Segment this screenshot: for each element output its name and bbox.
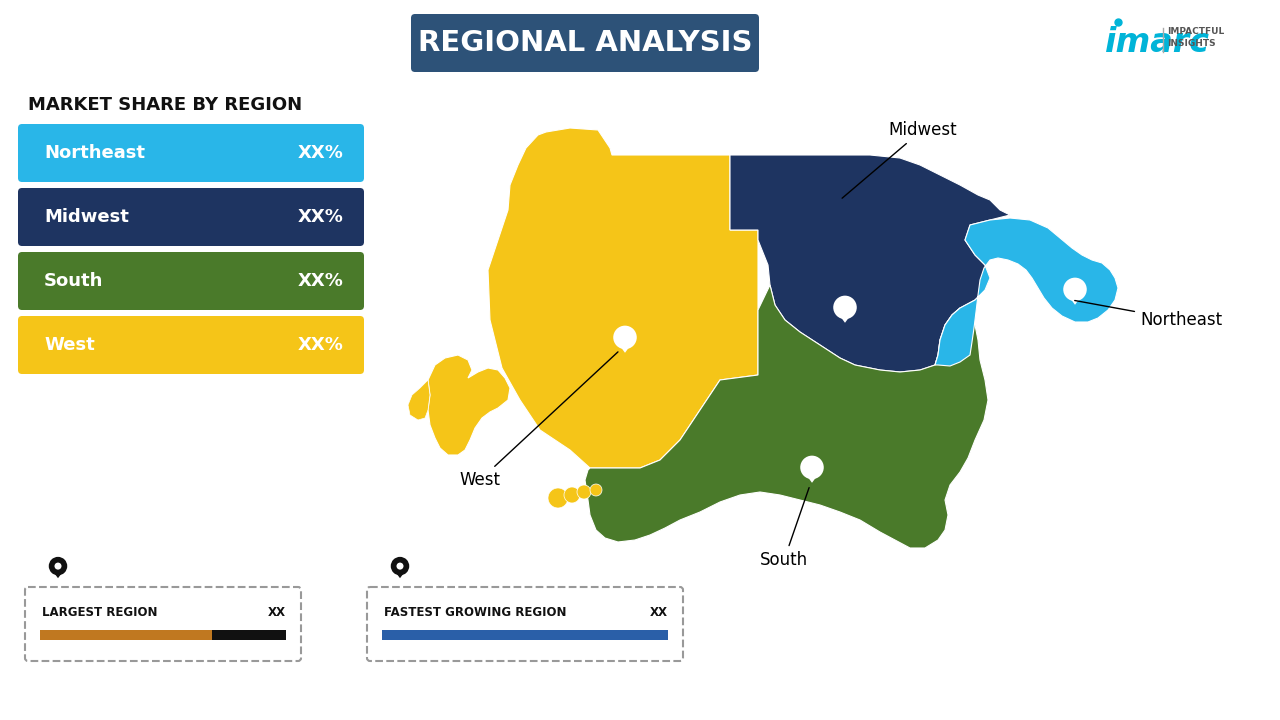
Polygon shape bbox=[585, 285, 988, 548]
Polygon shape bbox=[803, 471, 820, 483]
Circle shape bbox=[49, 557, 68, 575]
Circle shape bbox=[833, 296, 856, 319]
Text: XX: XX bbox=[650, 606, 668, 618]
Text: LARGEST REGION: LARGEST REGION bbox=[42, 606, 157, 618]
Text: West: West bbox=[460, 352, 618, 489]
Text: Midwest: Midwest bbox=[842, 121, 956, 198]
FancyBboxPatch shape bbox=[18, 188, 364, 246]
Polygon shape bbox=[1066, 293, 1084, 305]
Polygon shape bbox=[428, 355, 509, 455]
FancyBboxPatch shape bbox=[18, 252, 364, 310]
Circle shape bbox=[590, 484, 602, 496]
Circle shape bbox=[800, 456, 824, 480]
Text: XX%: XX% bbox=[298, 272, 344, 290]
Circle shape bbox=[55, 562, 61, 570]
Text: South: South bbox=[44, 272, 104, 290]
Circle shape bbox=[397, 562, 403, 570]
Text: South: South bbox=[760, 487, 809, 569]
Polygon shape bbox=[836, 311, 854, 323]
Circle shape bbox=[621, 333, 630, 342]
Text: MARKET SHARE BY REGION: MARKET SHARE BY REGION bbox=[28, 96, 302, 114]
Circle shape bbox=[390, 557, 410, 575]
Circle shape bbox=[1070, 285, 1079, 294]
FancyBboxPatch shape bbox=[411, 14, 759, 72]
Circle shape bbox=[808, 463, 817, 472]
Text: XX%: XX% bbox=[298, 144, 344, 162]
Polygon shape bbox=[934, 218, 1117, 366]
Text: West: West bbox=[44, 336, 95, 354]
FancyBboxPatch shape bbox=[18, 316, 364, 374]
Bar bbox=[381, 630, 668, 640]
Text: XX%: XX% bbox=[298, 208, 344, 226]
FancyBboxPatch shape bbox=[18, 124, 364, 182]
Text: REGIONAL ANALYSIS: REGIONAL ANALYSIS bbox=[417, 29, 753, 57]
Text: XX%: XX% bbox=[298, 336, 344, 354]
FancyBboxPatch shape bbox=[26, 587, 301, 661]
Text: Midwest: Midwest bbox=[44, 208, 129, 226]
Polygon shape bbox=[393, 569, 407, 578]
Text: IMPACTFUL: IMPACTFUL bbox=[1167, 27, 1224, 37]
Circle shape bbox=[841, 303, 850, 312]
Text: imarc: imarc bbox=[1105, 25, 1210, 58]
Polygon shape bbox=[488, 128, 758, 468]
Text: Northeast: Northeast bbox=[44, 144, 145, 162]
Text: XX: XX bbox=[268, 606, 285, 618]
Polygon shape bbox=[408, 380, 430, 420]
Circle shape bbox=[564, 487, 580, 503]
Circle shape bbox=[548, 488, 568, 508]
Text: INSIGHTS: INSIGHTS bbox=[1167, 38, 1216, 48]
Polygon shape bbox=[730, 155, 1010, 372]
Circle shape bbox=[613, 325, 636, 349]
Bar bbox=[40, 630, 285, 640]
Polygon shape bbox=[616, 341, 634, 353]
Text: FASTEST GROWING REGION: FASTEST GROWING REGION bbox=[384, 606, 567, 618]
Bar bbox=[40, 630, 212, 640]
Polygon shape bbox=[51, 569, 65, 578]
FancyBboxPatch shape bbox=[367, 587, 684, 661]
Circle shape bbox=[577, 485, 591, 499]
Text: Northeast: Northeast bbox=[1075, 300, 1222, 329]
Circle shape bbox=[1064, 278, 1087, 301]
